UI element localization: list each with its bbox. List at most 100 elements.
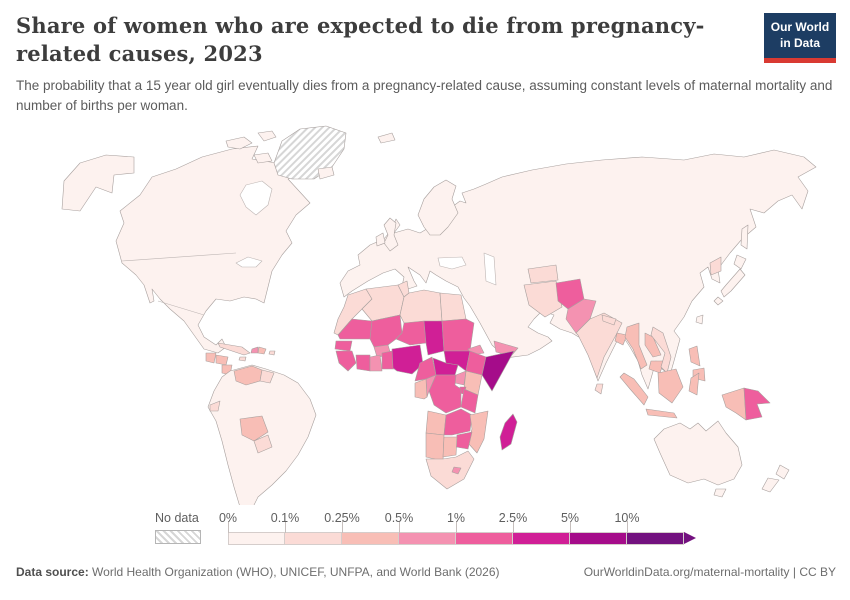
region-guatemala[interactable] bbox=[205, 352, 217, 364]
region-north-america[interactable] bbox=[115, 145, 311, 354]
region-scandinavia[interactable] bbox=[417, 179, 459, 236]
region-taiwan[interactable] bbox=[695, 314, 704, 325]
region-ecuador[interactable] bbox=[209, 400, 221, 412]
region-australia[interactable] bbox=[653, 420, 743, 486]
region-sri-lanka[interactable] bbox=[594, 383, 604, 395]
legend-swatch-0.25-0.5%[interactable] bbox=[342, 532, 399, 545]
region-nigeria[interactable] bbox=[391, 344, 424, 375]
region-guinea[interactable] bbox=[335, 350, 357, 372]
region-central-african-republic[interactable] bbox=[432, 357, 459, 376]
region-west-new-guinea[interactable] bbox=[721, 387, 747, 421]
legend-tick bbox=[228, 521, 229, 533]
region-lesotho[interactable] bbox=[451, 466, 462, 475]
region-new-zealand[interactable] bbox=[761, 464, 790, 493]
data-source-note: Data source: World Health Organization (… bbox=[16, 565, 500, 579]
region-uganda[interactable] bbox=[454, 370, 467, 386]
region-puerto-rico[interactable] bbox=[268, 350, 276, 356]
us-mexico-border bbox=[157, 300, 205, 316]
legend-tick-label: 1% bbox=[446, 511, 466, 525]
region-egypt[interactable] bbox=[439, 292, 467, 322]
region-eurasia[interactable] bbox=[339, 149, 817, 390]
world-map[interactable] bbox=[0, 123, 850, 542]
region-bangladesh[interactable] bbox=[614, 332, 628, 346]
region-nepal[interactable] bbox=[601, 314, 617, 326]
region-tanzania[interactable] bbox=[460, 388, 479, 414]
hudson-bay bbox=[239, 180, 273, 216]
legend-swatch-0.1-0.25%[interactable] bbox=[285, 532, 342, 545]
caspian-sea bbox=[483, 252, 497, 286]
legend-swatch-0-0.1%[interactable] bbox=[228, 532, 285, 545]
region-iran[interactable] bbox=[523, 280, 563, 318]
legend-tick-label: 0% bbox=[218, 511, 238, 525]
region-vietnam[interactable] bbox=[650, 326, 672, 374]
region-indonesia[interactable] bbox=[619, 368, 700, 419]
region-turkmenistan[interactable] bbox=[527, 264, 559, 284]
us-canada-border bbox=[121, 252, 237, 262]
region-ireland[interactable] bbox=[375, 232, 386, 247]
legend-swatch-0.5-1%[interactable] bbox=[399, 532, 456, 545]
region-iceland[interactable] bbox=[317, 166, 335, 180]
chart-header: Share of women who are expected to die f… bbox=[16, 12, 836, 116]
legend-swatch-2.5-5%[interactable] bbox=[513, 532, 570, 545]
region-angola[interactable] bbox=[425, 410, 447, 436]
legend-bar: 0% 0.1% 0.25% 0.5% 1% 2.5% 5% 10% bbox=[219, 511, 708, 549]
legend-tick bbox=[342, 521, 343, 533]
region-cuba[interactable] bbox=[217, 342, 251, 356]
legend-swatch-1-2.5%[interactable] bbox=[456, 532, 513, 545]
owid-logo: Our World in Data bbox=[764, 13, 836, 64]
region-cote-divoire[interactable] bbox=[355, 354, 371, 372]
legend-tick bbox=[627, 521, 628, 533]
region-south-africa[interactable] bbox=[425, 450, 475, 490]
region-drc[interactable] bbox=[428, 374, 462, 414]
footer-link[interactable]: OurWorldinData.org/maternal-mortality | … bbox=[583, 565, 836, 579]
no-data-swatch[interactable] bbox=[155, 530, 201, 544]
region-japan[interactable] bbox=[713, 254, 747, 306]
legend-no-data: No data bbox=[155, 511, 201, 544]
region-philippines[interactable] bbox=[688, 345, 706, 382]
legend-swatch-5-10%[interactable] bbox=[570, 532, 627, 545]
legend-arrow bbox=[684, 532, 696, 544]
region-ghana[interactable] bbox=[369, 354, 383, 372]
region-sudan[interactable] bbox=[441, 318, 475, 352]
region-botswana[interactable] bbox=[442, 436, 458, 458]
region-south-sudan[interactable] bbox=[443, 350, 471, 372]
region-somalia[interactable] bbox=[481, 350, 515, 392]
region-north-korea[interactable] bbox=[709, 256, 722, 276]
chart-footer: Data source: World Health Organization (… bbox=[16, 565, 836, 579]
region-guyana[interactable] bbox=[259, 369, 275, 384]
black-sea bbox=[437, 256, 467, 270]
region-myanmar[interactable] bbox=[624, 322, 648, 370]
region-jamaica[interactable] bbox=[238, 356, 247, 362]
region-zambia[interactable] bbox=[443, 408, 473, 436]
region-dominican-republic[interactable] bbox=[257, 346, 267, 355]
region-chad[interactable] bbox=[423, 320, 445, 356]
legend-swatch-10%+[interactable] bbox=[627, 532, 684, 545]
map-legend: No data 0% 0.1% 0.25% 0.5% 1% 2.5% 5% 10% bbox=[155, 511, 708, 551]
region-papua-new-guinea[interactable] bbox=[743, 387, 771, 421]
region-svalbard[interactable] bbox=[377, 132, 396, 144]
region-namibia[interactable] bbox=[425, 432, 445, 462]
region-madagascar[interactable] bbox=[499, 413, 518, 451]
region-alaska[interactable] bbox=[61, 154, 135, 212]
region-libya[interactable] bbox=[399, 289, 443, 324]
region-sakhalin[interactable] bbox=[740, 224, 749, 250]
region-gabon[interactable] bbox=[414, 378, 428, 400]
region-arctic-islands[interactable] bbox=[225, 130, 299, 164]
region-uk[interactable] bbox=[383, 217, 399, 252]
region-zimbabwe[interactable] bbox=[455, 431, 473, 450]
region-bolivia[interactable] bbox=[239, 415, 269, 442]
region-mozambique[interactable] bbox=[467, 410, 489, 454]
data-source-text: World Health Organization (WHO), UNICEF,… bbox=[88, 565, 500, 579]
data-source-label: Data source: bbox=[16, 565, 89, 579]
region-haiti[interactable] bbox=[250, 346, 259, 354]
owid-logo-line2: in Data bbox=[779, 35, 820, 50]
region-senegal[interactable] bbox=[334, 340, 353, 352]
region-tasmania[interactable] bbox=[713, 488, 727, 498]
region-paraguay[interactable] bbox=[253, 434, 273, 454]
legend-tick bbox=[399, 521, 400, 533]
region-greenland[interactable] bbox=[273, 125, 347, 180]
legend-tick bbox=[570, 521, 571, 533]
legend-tick-label: 0.1% bbox=[270, 511, 300, 525]
region-honduras[interactable] bbox=[215, 354, 229, 366]
